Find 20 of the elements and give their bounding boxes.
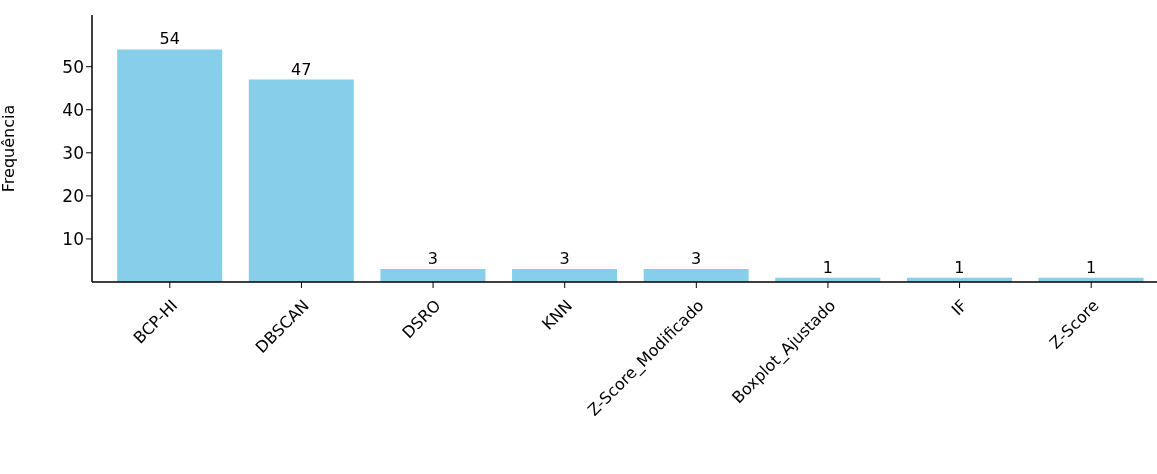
y-tick-label: 50 xyxy=(62,56,84,77)
bar xyxy=(248,79,354,282)
data-label: 3 xyxy=(427,249,439,269)
y-tick-label: 30 xyxy=(62,142,84,163)
data-label: 1 xyxy=(1085,257,1097,277)
y-axis-title: Frequência xyxy=(0,104,18,193)
bar xyxy=(380,269,486,282)
x-tick-label: IF xyxy=(947,295,971,320)
data-label: 3 xyxy=(691,249,702,269)
y-tick-label: 10 xyxy=(62,228,84,249)
y-tick-label: 20 xyxy=(62,185,84,206)
bar xyxy=(512,269,618,282)
data-label: 3 xyxy=(559,249,570,269)
data-label: 1 xyxy=(954,257,965,277)
data-label: 54 xyxy=(159,29,180,49)
data-label: 1 xyxy=(822,257,833,277)
bar xyxy=(117,49,223,282)
bar xyxy=(643,269,749,282)
data-label: 47 xyxy=(291,59,312,79)
y-tick-label: 40 xyxy=(62,99,84,120)
